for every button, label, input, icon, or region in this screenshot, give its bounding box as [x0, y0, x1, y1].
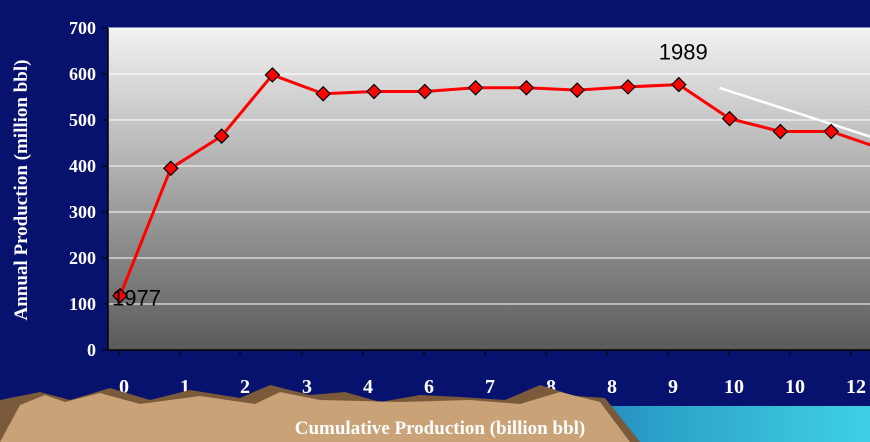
gridlines	[108, 27, 870, 305]
plot-area	[108, 28, 870, 350]
axis-labels: Annual Production (million bbl) Cumulati…	[11, 60, 585, 439]
data-point-marker	[264, 67, 281, 83]
y-tick-label: 0	[87, 340, 96, 360]
data-point-marker	[467, 79, 484, 96]
y-tick-label: 700	[69, 18, 96, 38]
trend-line-segment	[719, 86, 870, 138]
data-point-marker	[213, 128, 230, 144]
mountain-highlight	[0, 392, 630, 442]
y-tick-label: 600	[69, 64, 96, 84]
data-point-marker	[721, 110, 738, 127]
y-tick-label: 100	[69, 294, 96, 314]
x-tick-label: 4	[363, 376, 373, 398]
y-tick-label: 500	[69, 110, 96, 130]
series-line	[118, 73, 870, 297]
year-annotation: 1977	[112, 286, 161, 311]
x-tick-label: 2	[240, 376, 250, 398]
x-tick-label: 7	[485, 376, 495, 398]
trend-line	[719, 86, 870, 138]
x-tick-label: 8	[607, 376, 617, 398]
y-tick-label: 200	[69, 248, 96, 268]
data-point-marker	[569, 82, 586, 98]
data-point-marker	[518, 79, 535, 96]
data-point-marker	[670, 76, 687, 93]
x-axis-ticks: 0 1 2 3 4 6 7 8 8 9 10 10 12	[118, 350, 866, 398]
x-tick-label: 12	[846, 376, 866, 398]
y-tick-label: 400	[69, 156, 96, 176]
x-tick-label: 10	[724, 376, 744, 398]
y-axis-ticks: 0 100 200 300 400 500 600 700	[69, 18, 108, 360]
x-tick-label: 10	[785, 376, 805, 398]
x-tick-label: 8	[546, 376, 556, 398]
data-point-marker	[366, 83, 382, 100]
year-annotation: 1989	[659, 40, 708, 65]
data-point-marker	[823, 123, 840, 140]
x-tick-label: 3	[302, 376, 312, 398]
annotations: 1977 1989	[112, 40, 708, 311]
data-point-marker	[315, 85, 332, 102]
data-point-marker	[772, 123, 789, 140]
y-axis-label: Annual Production (million bbl)	[11, 60, 32, 321]
y-tick-label: 300	[69, 202, 96, 222]
x-tick-label: 1	[180, 376, 190, 398]
x-tick-label: 6	[424, 376, 434, 398]
x-tick-label: 9	[668, 376, 678, 398]
production-series	[112, 67, 870, 304]
data-point-marker	[112, 287, 128, 304]
data-point-marker	[620, 79, 636, 95]
x-axis-label: Cumulative Production (billion bbl)	[295, 418, 586, 439]
data-point-marker	[416, 83, 433, 100]
x-tick-label: 0	[119, 376, 129, 398]
data-point-marker	[162, 160, 179, 177]
